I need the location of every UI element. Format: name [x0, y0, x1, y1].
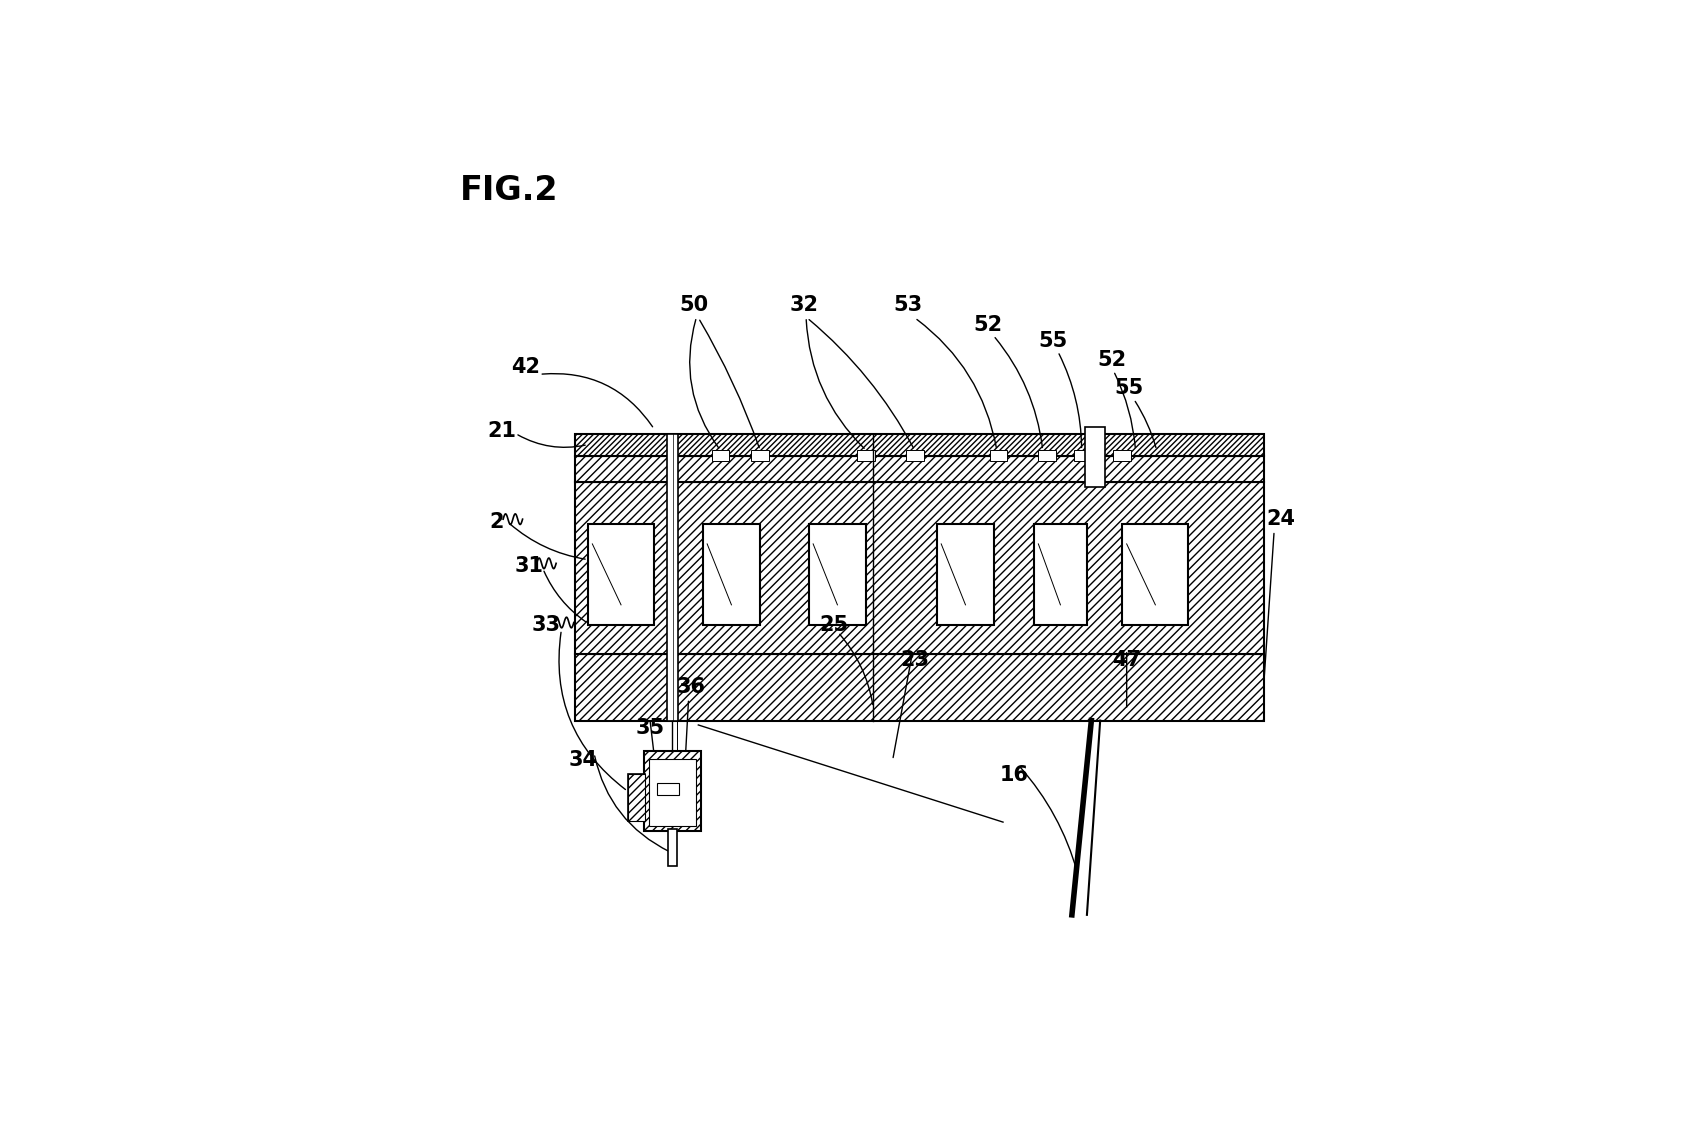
Text: 53: 53 [892, 296, 922, 315]
Text: 24: 24 [1267, 509, 1295, 529]
Bar [1037, 451, 1056, 461]
Text: 55: 55 [1115, 379, 1143, 398]
Text: 47: 47 [1111, 650, 1140, 671]
Bar [649, 759, 696, 826]
Bar [574, 434, 1263, 455]
Bar [1113, 451, 1130, 461]
Bar [667, 434, 677, 720]
Text: FIG.2: FIG.2 [459, 174, 557, 208]
Bar [711, 451, 728, 461]
Bar [1073, 451, 1091, 461]
Text: 34: 34 [569, 750, 598, 771]
Bar [809, 523, 865, 625]
Text: 16: 16 [1000, 765, 1029, 786]
Bar [1034, 523, 1086, 625]
Text: 21: 21 [488, 421, 517, 440]
Bar [627, 774, 645, 821]
Bar [936, 523, 993, 625]
Text: 42: 42 [512, 357, 540, 377]
Bar [627, 774, 645, 821]
Text: 52: 52 [1096, 350, 1125, 370]
Bar [657, 783, 679, 795]
Text: 36: 36 [676, 677, 706, 697]
Bar [856, 451, 875, 461]
Bar [905, 451, 922, 461]
Text: 33: 33 [532, 615, 561, 635]
Bar [1084, 428, 1105, 486]
Text: 52: 52 [973, 315, 1002, 335]
Text: 2: 2 [490, 512, 503, 532]
Bar [574, 654, 1263, 720]
Text: 31: 31 [513, 556, 542, 576]
Text: 25: 25 [819, 615, 848, 635]
Bar [574, 455, 1263, 482]
Bar [588, 523, 654, 625]
Bar [990, 451, 1007, 461]
Text: 32: 32 [789, 296, 817, 315]
Text: 23: 23 [900, 650, 929, 671]
Bar [644, 751, 701, 830]
Bar [703, 523, 760, 625]
Bar [1121, 523, 1187, 625]
Text: 50: 50 [679, 296, 708, 315]
Bar [667, 829, 676, 866]
Bar [574, 482, 1263, 654]
Text: 55: 55 [1039, 330, 1067, 351]
Bar [752, 451, 768, 461]
Text: 35: 35 [635, 718, 664, 738]
